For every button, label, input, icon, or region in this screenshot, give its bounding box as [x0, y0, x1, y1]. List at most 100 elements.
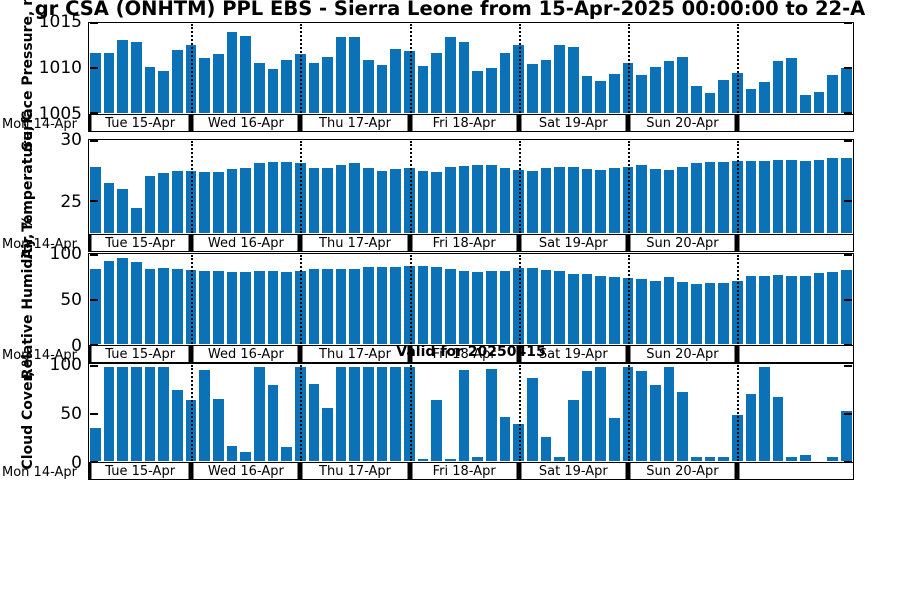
- day-boundary-tick: [734, 463, 740, 479]
- day-boundary-tick: [516, 346, 522, 362]
- y-axis-ticks: 0 50 100: [28, 355, 82, 473]
- subplot-temperature: Air Temperature, C 25 30 Tue 15-Apr Wed 16…: [2, 111, 854, 259]
- bar: [294, 163, 306, 233]
- day-separator-line: [737, 24, 740, 113]
- bar: [199, 57, 210, 113]
- bar: [144, 176, 156, 233]
- axis-tick-mark: [90, 344, 98, 346]
- bar: [718, 162, 729, 233]
- bar: [335, 36, 347, 113]
- bar: [786, 275, 798, 344]
- bar: [458, 369, 470, 461]
- axis-tick-mark: [844, 299, 852, 302]
- bar: [499, 416, 511, 461]
- bar: [267, 162, 279, 233]
- bar: [363, 59, 374, 113]
- bar: [212, 171, 224, 233]
- day-boundary-tick: [297, 346, 303, 362]
- bar: [335, 268, 347, 344]
- bar: [253, 63, 265, 113]
- day-separator-line: [409, 141, 412, 233]
- axis-tick-mark: [844, 412, 852, 415]
- day-boundary-tick: [297, 115, 303, 131]
- bar: [417, 265, 429, 344]
- bar: [294, 271, 306, 344]
- bar: [827, 158, 839, 233]
- bar: [581, 370, 593, 461]
- bar: [144, 66, 156, 113]
- bars-container: [90, 255, 852, 344]
- bar: [608, 277, 620, 344]
- bar: [349, 163, 361, 233]
- day-label: Thu 17-Apr: [319, 236, 392, 251]
- bar: [240, 35, 251, 113]
- day-boundary-tick: [516, 235, 522, 251]
- bar: [363, 366, 374, 461]
- axis-tick-mark: [844, 344, 852, 346]
- bar: [267, 69, 279, 113]
- bar: [486, 271, 497, 344]
- day-separator-line: [737, 365, 740, 461]
- day-separator-line: [191, 141, 194, 233]
- day-boundary-tick: [407, 463, 413, 479]
- day-boundary-tick: [625, 463, 631, 479]
- day-boundary-tick: [407, 115, 413, 131]
- day-label: Wed 16-Apr: [207, 347, 284, 362]
- bar: [322, 168, 333, 233]
- bar: [185, 399, 197, 461]
- bar: [540, 168, 552, 233]
- bar: [144, 269, 156, 344]
- day-boundary-tick: [188, 115, 194, 131]
- bar: [349, 366, 361, 461]
- axis-tick-mark: [90, 200, 98, 203]
- bar: [841, 158, 852, 233]
- bar: [663, 277, 675, 344]
- bar: [554, 44, 565, 113]
- bar: [171, 390, 183, 461]
- y-tick-label: 100: [49, 354, 82, 375]
- day-boundary-tick: [516, 115, 522, 131]
- bar: [390, 366, 402, 461]
- day-separator-line: [518, 141, 521, 233]
- bar: [322, 268, 333, 344]
- day-separator-line: [627, 365, 630, 461]
- bar: [472, 164, 484, 233]
- bar: [649, 66, 661, 113]
- bar: [322, 408, 333, 461]
- bar: [472, 457, 484, 461]
- axis-tick-mark: [90, 364, 98, 367]
- day-separator-line: [300, 255, 303, 344]
- bar: [185, 270, 197, 344]
- axis-tick-mark: [90, 412, 98, 415]
- bar: [117, 258, 128, 344]
- bar: [171, 49, 183, 113]
- day-boundary-tick: [89, 115, 92, 131]
- bar: [294, 366, 306, 461]
- bar: [417, 65, 429, 113]
- bar: [554, 457, 565, 461]
- bar: [499, 168, 511, 233]
- bar: [417, 459, 429, 461]
- y-tick-label: 50: [60, 290, 82, 311]
- bar: [90, 166, 101, 233]
- bar: [390, 266, 402, 344]
- bar: [253, 366, 265, 461]
- bar: [281, 272, 292, 344]
- bar: [581, 169, 593, 233]
- day-label: Fri 18-Apr: [432, 464, 496, 479]
- bar: [677, 281, 688, 344]
- day-boundary-tick: [89, 346, 92, 362]
- day-label: Tue 15-Apr: [105, 116, 176, 131]
- bar: [704, 162, 716, 233]
- bar: [759, 366, 770, 461]
- bar: [567, 47, 579, 113]
- bar: [540, 270, 552, 344]
- day-separator-line: [191, 365, 194, 461]
- axis-tick-mark: [844, 461, 852, 463]
- bar: [800, 455, 811, 461]
- bar: [527, 267, 538, 344]
- bar: [130, 261, 142, 344]
- day-boundary-tick: [407, 235, 413, 251]
- bar: [677, 56, 688, 113]
